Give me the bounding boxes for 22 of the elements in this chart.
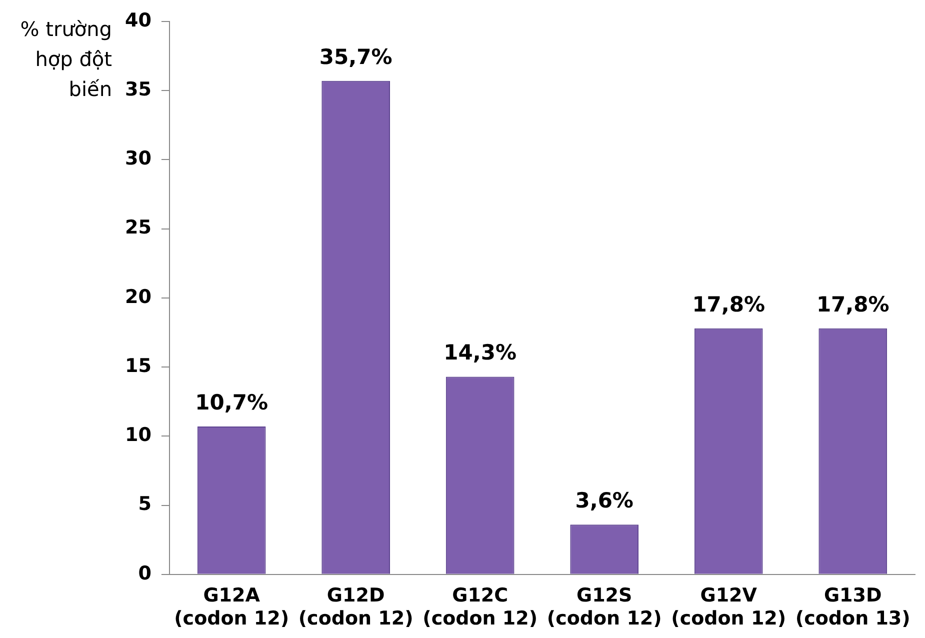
y-axis-title: % trường hợp đột biến bbox=[20, 16, 112, 103]
x-tick-label: G12V (codon 12) bbox=[671, 584, 786, 630]
x-tick-label: G12S (codon 12) bbox=[546, 584, 662, 630]
data-label: 14,3% bbox=[444, 340, 517, 365]
y-tick-label: 30 bbox=[124, 148, 152, 170]
y-tick-label: 20 bbox=[124, 286, 152, 308]
y-tick-label: 15 bbox=[124, 354, 152, 377]
data-label: 3,6% bbox=[575, 488, 634, 513]
x-tick-label: G12A (codon 12) bbox=[174, 584, 290, 630]
data-label: 10,7% bbox=[195, 390, 268, 414]
y-tick-label: 35 bbox=[124, 78, 152, 100]
data-label: 17,8% bbox=[692, 292, 766, 316]
y-tick-label: 0 bbox=[138, 562, 152, 584]
y-tick-label: 10 bbox=[124, 424, 152, 446]
x-tick-label: G12D (codon 12) bbox=[298, 584, 414, 630]
data-label: 35,7% bbox=[319, 44, 392, 69]
y-tick-label: 5 bbox=[138, 493, 152, 516]
y-tick-label: 40 bbox=[124, 9, 152, 32]
x-tick-label: G13D (codon 13) bbox=[795, 584, 910, 630]
data-label: 17,8% bbox=[816, 292, 890, 316]
x-tick-label: G12C (codon 12) bbox=[422, 584, 538, 630]
y-tick-label: 25 bbox=[124, 216, 152, 239]
